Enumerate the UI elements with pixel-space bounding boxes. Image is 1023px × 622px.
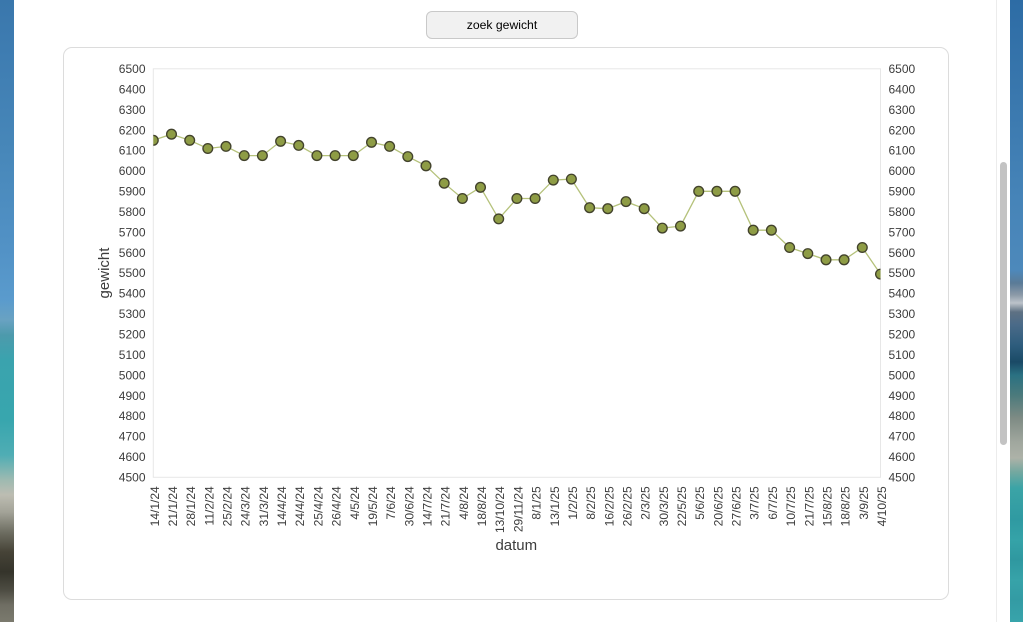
svg-text:5900: 5900 [119, 185, 146, 199]
svg-text:11/2/24: 11/2/24 [202, 486, 216, 525]
svg-text:6/7/25: 6/7/25 [766, 486, 780, 520]
svg-text:5300: 5300 [119, 307, 146, 321]
svg-text:datum: datum [495, 537, 537, 554]
svg-text:4800: 4800 [119, 409, 146, 423]
svg-text:6100: 6100 [119, 144, 146, 158]
svg-text:14/7/24: 14/7/24 [421, 486, 435, 526]
svg-text:30/3/25: 30/3/25 [657, 486, 671, 526]
svg-text:6200: 6200 [889, 123, 916, 137]
svg-text:5600: 5600 [119, 246, 146, 260]
svg-text:6500: 6500 [889, 62, 916, 76]
svg-text:6100: 6100 [889, 144, 916, 158]
svg-text:4600: 4600 [889, 450, 916, 464]
svg-text:4900: 4900 [889, 389, 916, 403]
svg-text:1/2/25: 1/2/25 [566, 486, 580, 520]
svg-text:6500: 6500 [119, 62, 146, 76]
svg-text:5800: 5800 [889, 205, 916, 219]
svg-text:5600: 5600 [889, 246, 916, 260]
svg-text:25/4/24: 25/4/24 [311, 486, 325, 526]
svg-text:4/10/25: 4/10/25 [875, 486, 889, 526]
svg-text:7/6/24: 7/6/24 [384, 486, 398, 520]
svg-text:31/3/24: 31/3/24 [257, 486, 271, 526]
svg-text:6400: 6400 [119, 82, 146, 96]
svg-text:18/8/24: 18/8/24 [475, 486, 489, 526]
svg-text:26/4/24: 26/4/24 [330, 486, 344, 526]
svg-text:5700: 5700 [889, 225, 916, 239]
svg-text:22/5/25: 22/5/25 [675, 486, 689, 526]
svg-text:2/3/25: 2/3/25 [639, 486, 653, 520]
svg-text:6000: 6000 [889, 164, 916, 178]
svg-text:5300: 5300 [889, 307, 916, 321]
svg-text:24/4/24: 24/4/24 [293, 486, 307, 526]
svg-text:14/4/24: 14/4/24 [275, 486, 289, 526]
svg-text:5700: 5700 [119, 225, 146, 239]
svg-text:4700: 4700 [119, 430, 146, 444]
svg-text:5400: 5400 [119, 287, 146, 301]
svg-text:gewicht: gewicht [96, 247, 113, 299]
svg-text:5900: 5900 [889, 185, 916, 199]
svg-text:6300: 6300 [119, 103, 146, 117]
svg-text:29/11/24: 29/11/24 [511, 486, 525, 532]
svg-text:4/8/24: 4/8/24 [457, 486, 471, 520]
svg-text:4500: 4500 [889, 471, 916, 485]
svg-text:4600: 4600 [119, 450, 146, 464]
svg-text:5500: 5500 [119, 266, 146, 280]
svg-text:5000: 5000 [119, 368, 146, 382]
svg-text:3/9/25: 3/9/25 [857, 486, 871, 520]
svg-text:10/7/25: 10/7/25 [784, 486, 798, 526]
svg-text:24/3/24: 24/3/24 [239, 486, 253, 526]
svg-text:21/7/24: 21/7/24 [439, 486, 453, 526]
svg-text:27/6/25: 27/6/25 [730, 486, 744, 526]
svg-text:4700: 4700 [889, 430, 916, 444]
svg-text:6000: 6000 [119, 164, 146, 178]
svg-text:6300: 6300 [889, 103, 916, 117]
svg-text:6200: 6200 [119, 123, 146, 137]
svg-text:13/10/24: 13/10/24 [493, 486, 507, 533]
svg-text:14/1/24: 14/1/24 [148, 486, 162, 526]
svg-text:6400: 6400 [889, 82, 916, 96]
svg-text:30/6/24: 30/6/24 [402, 486, 416, 526]
svg-text:5200: 5200 [119, 328, 146, 342]
svg-text:18/8/25: 18/8/25 [839, 486, 853, 526]
svg-text:4/5/24: 4/5/24 [348, 486, 362, 520]
svg-text:3/7/25: 3/7/25 [748, 486, 762, 520]
svg-text:5/6/25: 5/6/25 [693, 486, 707, 520]
svg-text:8/1/25: 8/1/25 [530, 486, 544, 520]
svg-text:13/1/25: 13/1/25 [548, 486, 562, 526]
svg-text:28/1/24: 28/1/24 [184, 486, 198, 526]
svg-text:4500: 4500 [119, 471, 146, 485]
svg-text:21/1/24: 21/1/24 [166, 486, 180, 526]
svg-text:4900: 4900 [119, 389, 146, 403]
svg-text:8/2/25: 8/2/25 [584, 486, 598, 520]
svg-text:25/2/24: 25/2/24 [221, 486, 235, 526]
svg-text:4800: 4800 [889, 409, 916, 423]
svg-text:5800: 5800 [119, 205, 146, 219]
svg-text:5400: 5400 [889, 287, 916, 301]
svg-text:20/6/25: 20/6/25 [711, 486, 725, 526]
svg-text:19/5/24: 19/5/24 [366, 486, 380, 526]
svg-text:5000: 5000 [889, 368, 916, 382]
svg-text:15/8/25: 15/8/25 [821, 486, 835, 526]
svg-text:5500: 5500 [889, 266, 916, 280]
svg-text:26/2/25: 26/2/25 [621, 486, 635, 526]
svg-text:5200: 5200 [889, 328, 916, 342]
svg-text:21/7/25: 21/7/25 [802, 486, 816, 526]
svg-text:5100: 5100 [119, 348, 146, 362]
svg-text:16/2/25: 16/2/25 [602, 486, 616, 526]
svg-text:5100: 5100 [889, 348, 916, 362]
